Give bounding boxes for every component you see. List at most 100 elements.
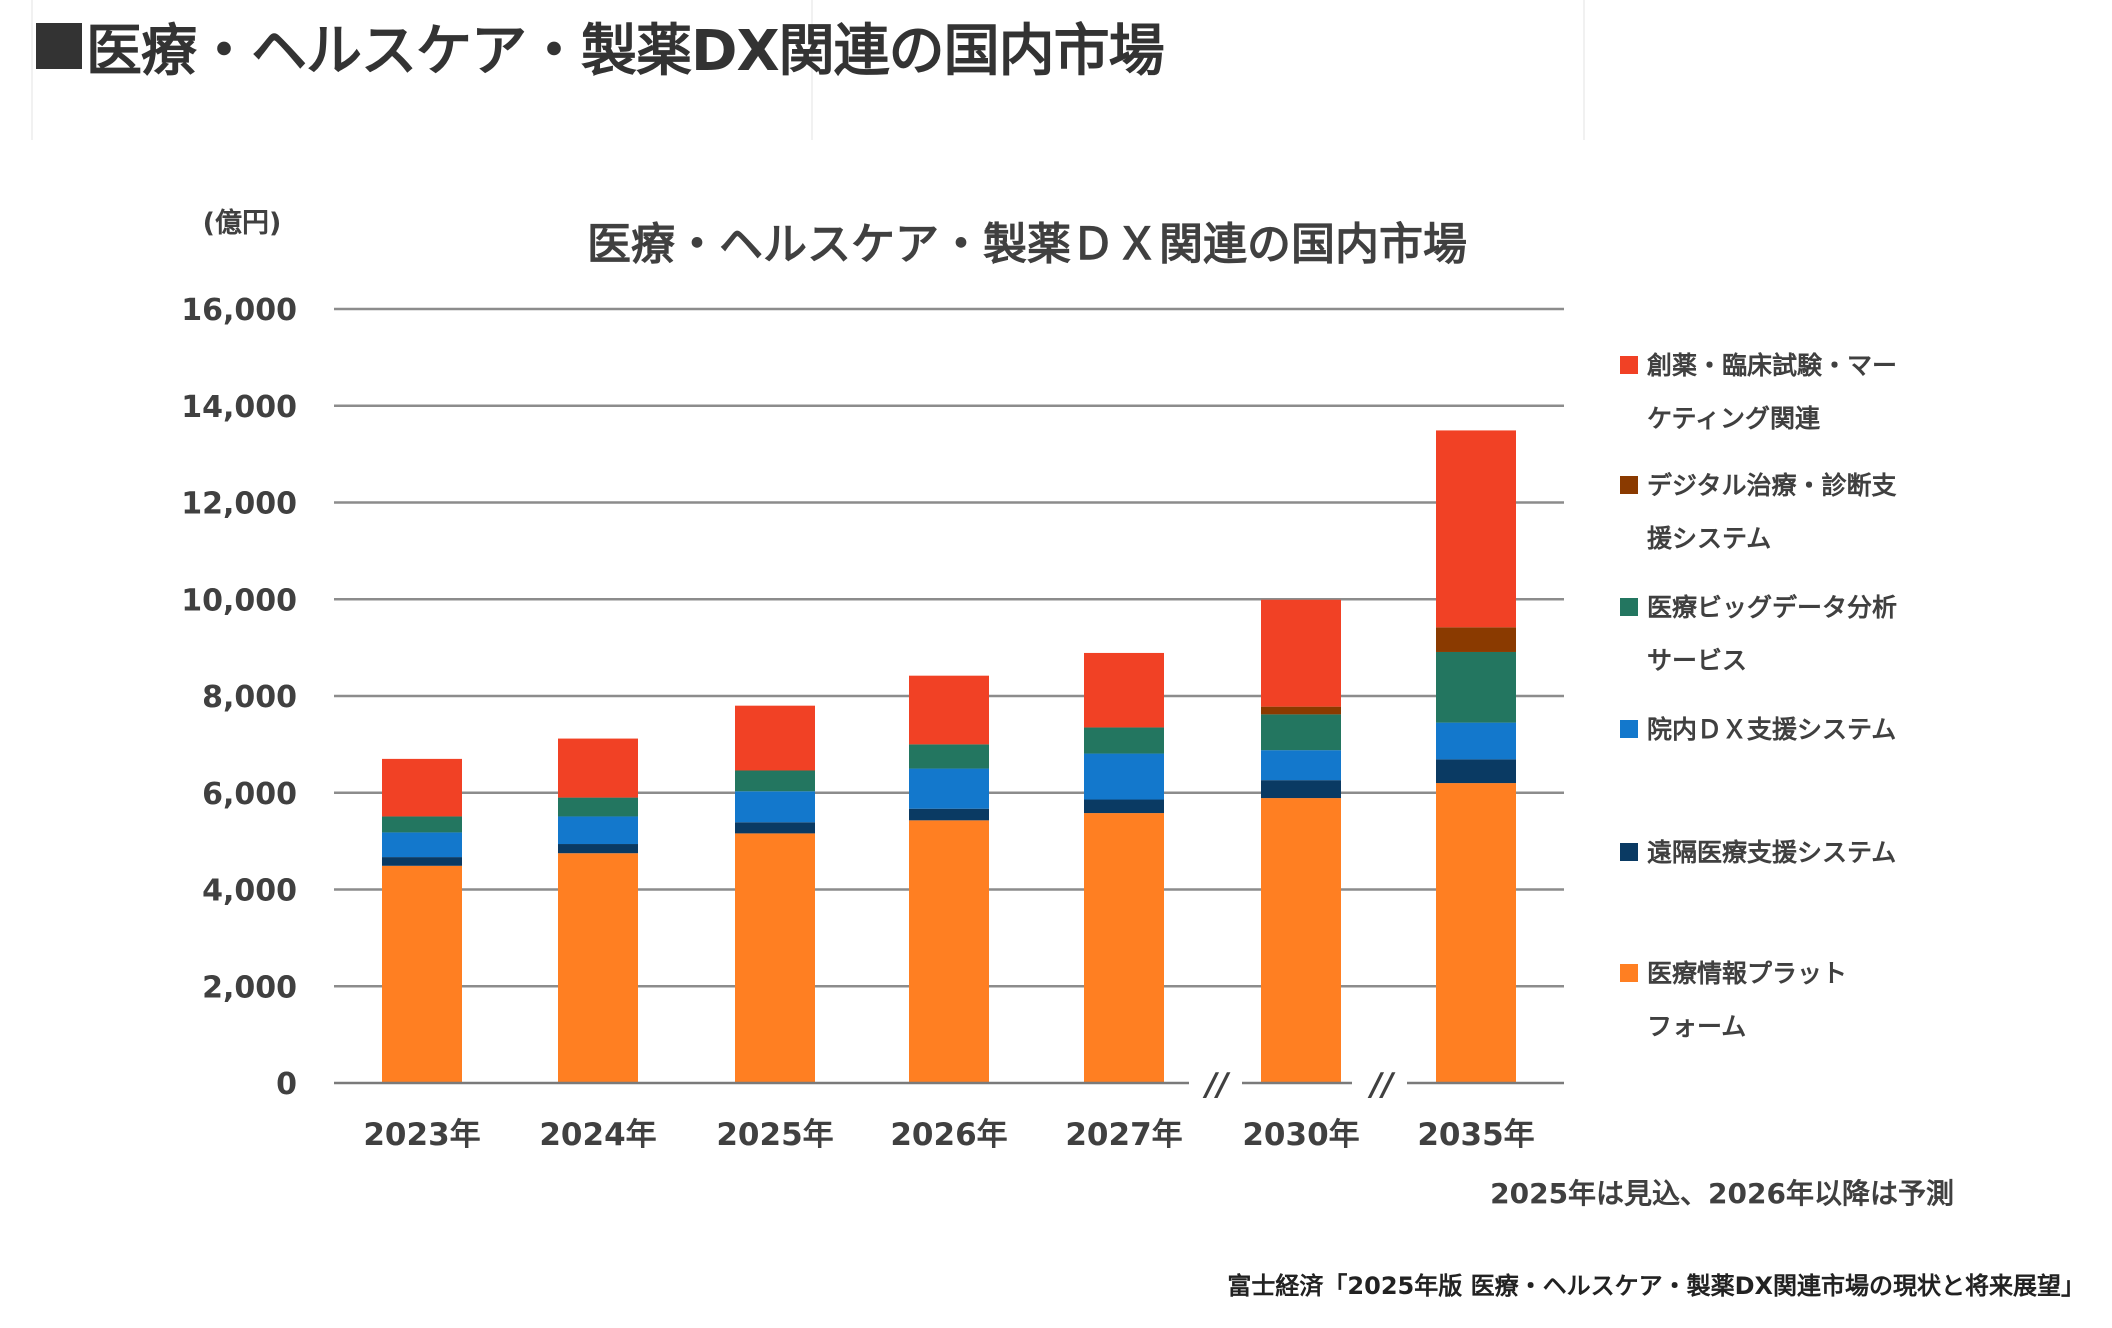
bar-segment (909, 808, 989, 821)
bar-segment (1436, 627, 1516, 652)
legend-item: 遠隔医療支援システム (1620, 838, 1896, 867)
x-tick-label: 2025年 (716, 1117, 833, 1153)
bar-segment (735, 791, 815, 823)
bar-stack (558, 738, 638, 1083)
bar-segment (382, 816, 462, 833)
axis-break-mark: // (1368, 1067, 1396, 1103)
frame-divider-middle (811, 0, 813, 140)
bar-segment (735, 822, 815, 834)
bar-segment (1261, 780, 1341, 799)
bar-segment (909, 675, 989, 745)
bar-segment (1261, 706, 1341, 715)
x-axis-ticks: 2023年 2024年 2025年 2026年 2027年 2030年 2035年 (363, 1117, 1534, 1153)
bar-stack (1261, 599, 1341, 1083)
y-tick-label: 10,000 (181, 583, 297, 618)
bar-segment (382, 758, 462, 817)
legend-swatch-icon (1620, 598, 1638, 616)
bar-segment (735, 833, 815, 1083)
bar-segment (558, 853, 638, 1083)
page-heading: 医療・ヘルスケア・製薬DX関連の国内市場 (36, 8, 1165, 84)
axis-break-mark: // (1203, 1067, 1231, 1103)
bar-segment (382, 832, 462, 858)
bar-segment (1436, 722, 1516, 760)
y-axis-ticks: 0 2,000 4,000 6,000 8,000 10,000 12,000 14,000 1… (181, 293, 297, 1102)
y-tick-label: 6,000 (202, 777, 297, 812)
legend-label: 創薬・臨床試験・マー (1647, 351, 1897, 380)
legend-label: サービス (1647, 646, 1747, 675)
bar-segment (909, 744, 989, 769)
bar-segment (1084, 813, 1164, 1083)
heading-square-icon (36, 23, 82, 69)
bar-segment (1436, 759, 1516, 784)
legend-label: 医療ビッグデータ分析 (1647, 593, 1897, 622)
bar-stack (1084, 652, 1164, 1083)
legend-label: 院内ＤＸ支援システム (1647, 715, 1896, 744)
y-tick-label: 2,000 (202, 970, 297, 1005)
legend-label: 援システム (1647, 524, 1771, 553)
bar-segment (1436, 651, 1516, 723)
legend-label: フォーム (1647, 1012, 1746, 1041)
bar-segment (1261, 599, 1341, 707)
bar-segment (558, 797, 638, 817)
bar-segment (1261, 798, 1341, 1083)
bar-segment (1084, 753, 1164, 800)
bar-segment (382, 857, 462, 866)
legend-label: 遠隔医療支援システム (1647, 838, 1896, 867)
bar-segment (1261, 714, 1341, 751)
y-tick-label: 0 (276, 1067, 297, 1102)
legend: 創薬・臨床試験・マーケティング関連デジタル治療・診断支援システム医療ビッグデータ… (1620, 351, 1897, 1041)
legend-swatch-icon (1620, 964, 1638, 982)
x-tick-label: 2026年 (890, 1117, 1007, 1153)
x-tick-label: 2035年 (1417, 1117, 1534, 1153)
y-tick-label: 8,000 (202, 680, 297, 715)
y-tick-label: 14,000 (181, 390, 297, 425)
bar-segment (1084, 652, 1164, 728)
chart-title: 医療・ヘルスケア・製薬ＤＸ関連の国内市場 (587, 219, 1467, 270)
x-tick-label: 2030年 (1242, 1117, 1359, 1153)
source-citation: 富士経済「2025年版 医療・ヘルスケア・製薬DX関連市場の現状と将来展望」 (1227, 1272, 2085, 1300)
bar-segment (558, 844, 638, 854)
x-axis: // // (334, 1067, 1564, 1103)
legend-swatch-icon (1620, 720, 1638, 738)
bar-segment (1261, 750, 1341, 781)
bar-segment (909, 768, 989, 809)
bar-segment (1436, 783, 1516, 1083)
bar-segment (909, 820, 989, 1083)
x-tick-label: 2023年 (363, 1117, 480, 1153)
bars (382, 430, 1516, 1083)
x-tick-label: 2027年 (1065, 1117, 1182, 1153)
legend-item: 院内ＤＸ支援システム (1620, 715, 1896, 744)
bar-segment (382, 865, 462, 1083)
page-heading-text: 医療・ヘルスケア・製薬DX関連の国内市場 (86, 18, 1165, 84)
bar-segment (735, 770, 815, 792)
y-axis-unit-label: (億円) (203, 208, 282, 239)
y-tick-label: 12,000 (181, 487, 297, 522)
forecast-note: 2025年は見込、2026年以降は予測 (1490, 1177, 1954, 1210)
legend-label: 医療情報プラット (1647, 959, 1847, 988)
bar-stack (1436, 430, 1516, 1083)
bar-segment (1084, 799, 1164, 814)
legend-swatch-icon (1620, 356, 1638, 374)
frame-divider-left (31, 0, 33, 140)
legend-label: デジタル治療・診断支 (1647, 471, 1897, 500)
frame-divider-right (1583, 0, 1585, 140)
bar-segment (735, 705, 815, 771)
legend-swatch-icon (1620, 843, 1638, 861)
legend-swatch-icon (1620, 476, 1638, 494)
bar-stack (735, 705, 815, 1083)
y-tick-label: 16,000 (181, 293, 297, 328)
legend-label: ケティング関連 (1647, 404, 1821, 433)
y-tick-label: 4,000 (202, 874, 297, 909)
bar-stack (382, 758, 462, 1083)
bar-segment (558, 816, 638, 845)
bar-segment (558, 738, 638, 798)
x-tick-label: 2024年 (539, 1117, 656, 1153)
bar-stack (909, 675, 989, 1083)
bar-segment (1436, 430, 1516, 628)
bar-segment (1084, 727, 1164, 754)
